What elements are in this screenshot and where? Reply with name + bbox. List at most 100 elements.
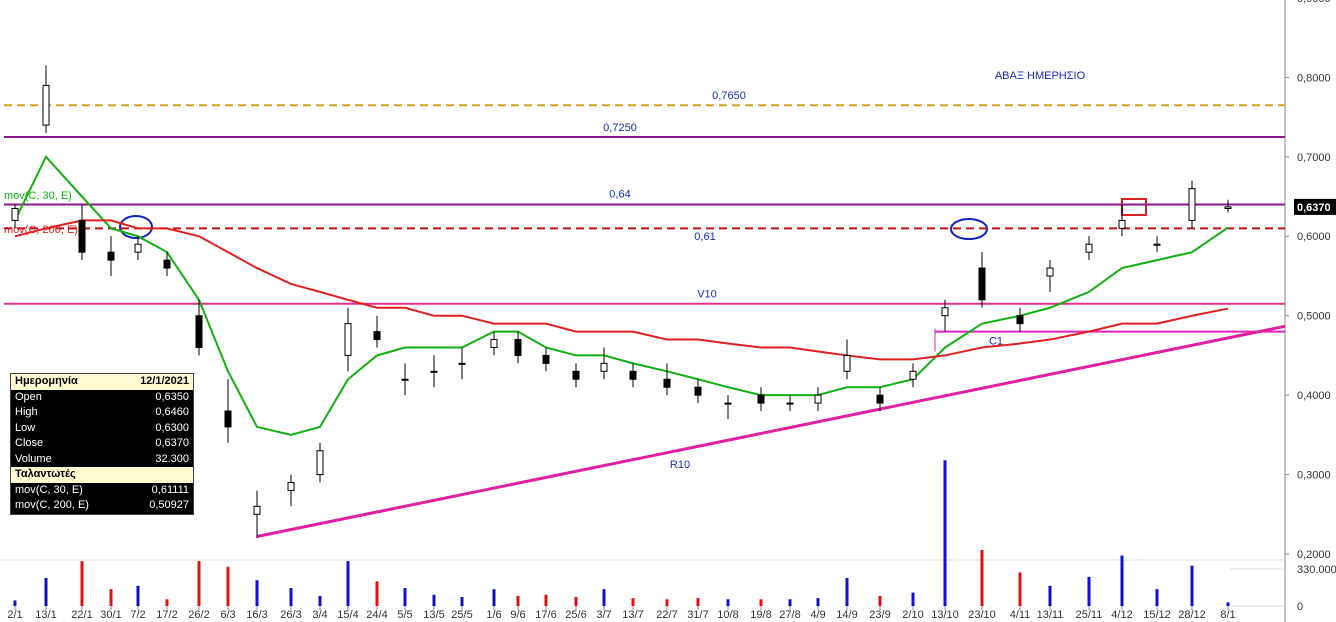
x-tick-label: 4/9 [810, 609, 825, 621]
x-tick-label: 9/6 [510, 609, 525, 621]
candle-body [1153, 243, 1161, 246]
x-tick-label: 14/9 [836, 609, 857, 621]
x-tick-label: 26/3 [280, 609, 301, 621]
candle-body [78, 219, 86, 253]
candle-body [978, 267, 986, 301]
x-tick-label: 3/7 [596, 609, 611, 621]
volume-bar [1048, 585, 1052, 606]
x-tick-label: 13/10 [931, 609, 959, 621]
info-text: Volume [15, 452, 52, 465]
candle-body [316, 450, 324, 476]
volume-bar [726, 599, 730, 606]
info-text: Ταλαντωτές [15, 468, 76, 480]
info-text: 0,6370 [155, 437, 189, 449]
volume-bar [911, 592, 915, 606]
level-label: 0,61 [694, 231, 715, 243]
info-text: 0,6300 [155, 421, 189, 434]
candle-body [287, 482, 295, 491]
volume-bar [109, 589, 113, 606]
info-row: Open 0,6350 [11, 389, 193, 405]
info-text: High [15, 406, 38, 418]
x-tick-label: 4/12 [1111, 609, 1132, 621]
volume-bar [845, 577, 849, 606]
volume-bar [492, 589, 496, 606]
volume-bar [165, 599, 169, 606]
candle-body [1188, 188, 1196, 221]
x-tick-label: 30/1 [100, 609, 121, 621]
x-tick-label: 26/2 [188, 609, 209, 621]
volume-bar [255, 580, 259, 606]
volume-bar [289, 588, 293, 606]
annotation-box [1121, 198, 1147, 216]
candle-body [876, 394, 884, 404]
x-tick-label: 25/11 [1076, 609, 1103, 621]
info-row: mov(C, 30, E) 0,61111 [11, 482, 193, 498]
y-tick-label: 0,8000 [1297, 72, 1331, 84]
legend-entry: mov(C, 30, E) [4, 190, 72, 202]
candle-body [542, 354, 550, 364]
candle-body [724, 402, 732, 405]
x-tick-label: 22/7 [656, 609, 677, 621]
y-tick-label: 0,3000 [1297, 469, 1331, 481]
x-tick-label: 1/6 [486, 609, 501, 621]
x-tick-label: 23/9 [869, 609, 890, 621]
level-label: 0,7650 [712, 90, 746, 102]
candle-body [344, 323, 352, 356]
info-row: Volume 32.300 [11, 451, 193, 467]
volume-bar [432, 594, 436, 606]
level-label: V10 [697, 289, 717, 301]
x-tick-label: 25/5 [451, 609, 472, 621]
volume-bar [346, 561, 350, 606]
x-tick-label: 17/6 [535, 609, 556, 621]
volume-bar [665, 599, 669, 606]
candle-body [458, 362, 466, 365]
x-tick-label: 8/1 [1220, 609, 1235, 621]
price-tag [1294, 198, 1336, 215]
y-tick-label: 0,5000 [1297, 311, 1331, 323]
x-tick-label: 23/10 [968, 609, 996, 621]
candle-body [195, 315, 203, 348]
candle-body [786, 402, 794, 405]
info-text: mov(C, 200, E) [15, 499, 89, 511]
volume-bar [318, 595, 322, 606]
volume-bar [226, 566, 230, 606]
x-tick-label: 13/5 [423, 609, 444, 621]
x-tick-label: 15/12 [1143, 609, 1171, 621]
candle-body [629, 370, 637, 380]
candle-body [42, 84, 50, 126]
info-row: mov(C, 200, E) 0,50927 [11, 498, 193, 514]
volume-bar [759, 599, 763, 606]
candle-body [572, 370, 580, 380]
volume-bar [602, 589, 606, 606]
moving-average [14, 219, 1229, 361]
chart-title: ΑΒΑΞ ΗΜΕΡΗΣΙΟ [995, 70, 1086, 82]
info-row: Low 0,6300 [11, 420, 193, 436]
x-tick-label: 5/5 [397, 609, 412, 621]
volume-bar [80, 561, 84, 606]
x-tick-label: 19/8 [750, 609, 771, 621]
volume-bar [516, 595, 520, 606]
candle-body [941, 307, 949, 317]
legend-entry: mov(C, 200, E) [4, 224, 78, 236]
info-text: 0,6460 [155, 406, 189, 418]
level-label: 0,7250 [603, 122, 637, 134]
info-text: 0,6350 [155, 390, 189, 403]
volume-bar [1120, 555, 1124, 606]
candle-body [163, 259, 171, 269]
y-tick-label: 0,2000 [1297, 549, 1331, 561]
candle-body [253, 505, 261, 515]
volume-bar [44, 577, 48, 606]
info-row: Close 0,6370 [11, 436, 193, 452]
volume-bar [574, 597, 578, 606]
x-tick-label: 13/1 [35, 609, 56, 621]
volume-bar [460, 597, 464, 606]
price-tag-label: 0,6370 [1297, 202, 1331, 214]
y-tick-label: 0,6000 [1297, 231, 1331, 243]
candle-body [1224, 206, 1232, 209]
volume-bar [136, 585, 140, 606]
x-tick-label: 16/3 [246, 609, 267, 621]
trend-label: R10 [670, 459, 690, 471]
volume-bar [696, 598, 700, 606]
info-text: 0,50927 [149, 499, 189, 511]
level-label: 0,64 [609, 188, 630, 200]
